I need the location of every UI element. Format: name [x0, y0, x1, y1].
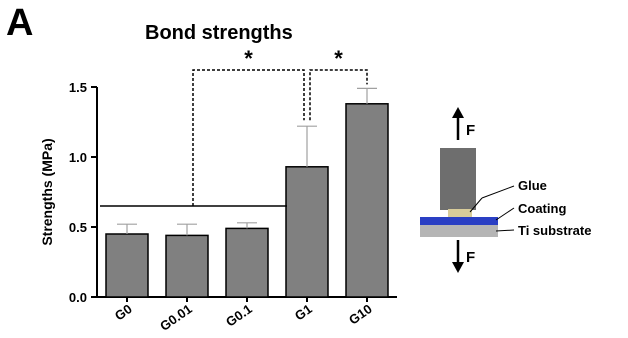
force-label-bottom: F	[466, 249, 475, 266]
glue-leader	[469, 197, 483, 213]
glue-layer	[448, 209, 472, 217]
significance-bracket	[309, 69, 368, 121]
bar	[105, 233, 149, 298]
significance-star: *	[244, 46, 253, 71]
bar	[225, 227, 269, 298]
y-tick-label: 1.0	[69, 150, 87, 165]
bar	[165, 234, 209, 298]
y-tick-label: 1.5	[69, 80, 87, 95]
glue-leader-h	[481, 185, 515, 199]
test-block	[440, 148, 476, 210]
substrate-label: Ti substrate	[518, 223, 591, 238]
y-axis-title: Strengths (MPa)	[39, 138, 55, 245]
coating-layer	[420, 217, 498, 225]
significance-star: *	[334, 46, 343, 71]
plot-layer: 0.0 0.5 1.0 1.5 Strengths (MPa) G0 G0.01 G0.1 G1…	[39, 46, 397, 334]
chart-title: Bond strengths	[145, 22, 293, 44]
force-arrow-up-head	[452, 107, 464, 118]
ti-substrate	[420, 225, 498, 237]
force-arrow-down-head	[452, 262, 464, 273]
x-tick-label: G1	[292, 301, 315, 323]
significance-bracket	[192, 69, 305, 206]
panel-letter: A	[6, 2, 34, 44]
x-tick-label: G10	[346, 301, 375, 327]
coating-label: Coating	[518, 201, 566, 216]
y-tick-label: 0.0	[69, 290, 87, 305]
substrate-leader	[495, 229, 515, 232]
test-diagram: F Glue Coating Ti substrate F	[420, 107, 591, 273]
x-tick-label: G0.1	[223, 301, 255, 329]
x-tick-label: G0.01	[157, 301, 195, 334]
force-label-top: F	[466, 122, 475, 139]
bar	[345, 103, 389, 298]
coating-leader	[495, 207, 515, 221]
y-tick-label: 0.5	[69, 220, 87, 235]
bar	[285, 166, 329, 298]
x-tick-label: G0	[112, 301, 135, 323]
glue-label: Glue	[518, 178, 547, 193]
